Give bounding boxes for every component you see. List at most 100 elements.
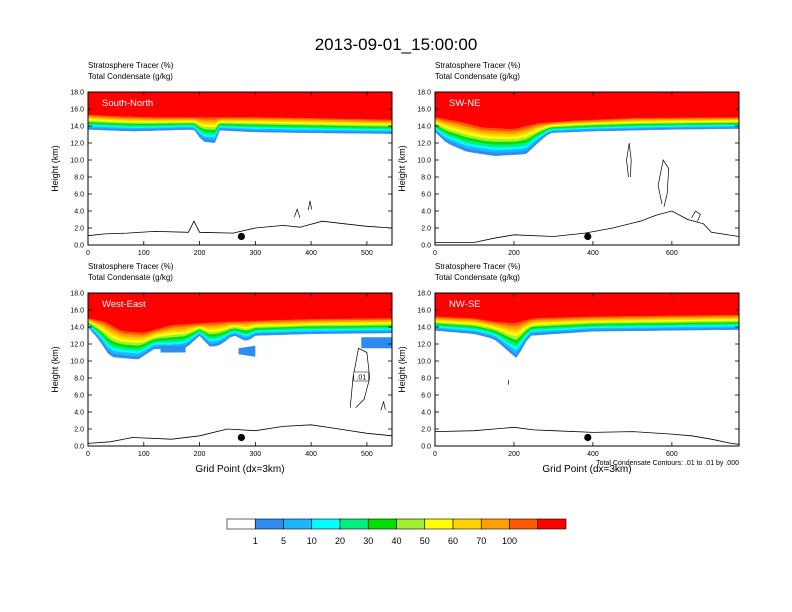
colorbar-segment	[509, 518, 539, 530]
tracer-band-10	[435, 127, 739, 156]
colorbar-label: 50	[420, 536, 430, 546]
panel-sw-ne: 0.0 2.0 4.0 6.0 8.0 10.0 12.0 14.0 16.0 18.0 0 200 4…	[397, 61, 740, 257]
x-tick-label: 300	[249, 451, 261, 458]
condensate-contour-2	[691, 210, 701, 222]
y-tick-label: 16.0	[417, 107, 431, 114]
colorbar-segment	[283, 518, 313, 530]
tracer-patch-1	[238, 345, 256, 357]
plot-frame	[434, 292, 740, 447]
colorbar: 1 5 10 20 30 40 50 60 70 100	[226, 518, 567, 546]
y-tick-label: 4.0	[74, 410, 84, 417]
contour-label-box	[353, 371, 369, 382]
y-tick-label: 10.0	[417, 359, 431, 366]
panels: 0.0 2.0 4.0 6.0 8.0 10.0 12.0 14.0 16.0 18.0 0 100 2…	[50, 61, 740, 475]
colorbar-label: 5	[281, 536, 286, 546]
plot-frame	[87, 91, 393, 246]
y-tick-label: 10.0	[70, 158, 84, 165]
panel-title-line2: Total Condensate (g/kg)	[88, 72, 173, 81]
colorbar-segment	[254, 518, 284, 530]
panel-title-line1: Stratosphere Tracer (%)	[435, 262, 521, 271]
y-tick-label: 12.0	[70, 141, 84, 148]
x-tick-label: 100	[138, 451, 150, 458]
y-tick-label: 10.0	[70, 359, 84, 366]
y-tick-label: 14.0	[70, 325, 84, 332]
x-tick-label: 500	[361, 250, 373, 257]
y-tick-label: 4.0	[74, 209, 84, 216]
panel-title-line1: Stratosphere Tracer (%)	[88, 61, 174, 70]
condensate-contour-1	[657, 159, 670, 207]
x-tick-label: 0	[86, 451, 90, 458]
y-tick-label: 2.0	[421, 226, 431, 233]
plot-area: .01	[88, 293, 392, 446]
panel-title-line2: Total Condensate (g/kg)	[435, 72, 520, 81]
colorbar-label: 30	[363, 536, 373, 546]
colorbar-segment	[537, 518, 567, 530]
location-marker	[584, 232, 592, 241]
location-marker	[584, 433, 592, 442]
y-tick-label: 12.0	[70, 342, 84, 349]
x-tick-label: 400	[587, 451, 599, 458]
y-tick-label: 16.0	[70, 308, 84, 315]
tracer-patch-0	[160, 345, 186, 353]
y-tick-label: 16.0	[70, 107, 84, 114]
panel-title-line2: Total Condensate (g/kg)	[435, 273, 520, 282]
location-marker	[237, 433, 245, 442]
condensate-contour-0	[626, 142, 632, 178]
tracer-band-10	[88, 127, 392, 144]
y-tick-label: 8.0	[421, 376, 431, 383]
y-tick-label: 0.0	[74, 243, 84, 250]
condensate-contour-0	[349, 347, 371, 409]
plot-area	[435, 92, 739, 245]
x-tick-label: 400	[587, 250, 599, 257]
plot-frame	[87, 292, 393, 447]
y-tick-label: 2.0	[74, 427, 84, 434]
plot-area	[435, 293, 739, 446]
plot-frame	[434, 91, 740, 246]
panel-south-north: 0.0 2.0 4.0 6.0 8.0 10.0 12.0 14.0 16.0 18.0 0 100 2…	[50, 61, 393, 257]
colorbar-segment	[367, 518, 397, 530]
y-axis-label: Height (km)	[50, 145, 60, 192]
panel-west-east: .01 0.0 2.0 4.0 6.0 8.0 10.0 12.0 14.0 16.0 18.0 0 1…	[50, 262, 393, 475]
tracer-band-10	[88, 325, 392, 360]
colorbar-label: 100	[502, 536, 517, 546]
y-tick-label: 10.0	[417, 158, 431, 165]
condensate-contour-1	[380, 400, 386, 411]
y-tick-label: 14.0	[417, 124, 431, 131]
x-tick-label: 100	[138, 250, 150, 257]
x-tick-label: 200	[508, 250, 520, 257]
colorbar-segment	[480, 518, 510, 530]
x-tick-label: 400	[305, 250, 317, 257]
y-tick-label: 2.0	[74, 226, 84, 233]
colorbar-segment	[424, 518, 454, 530]
terrain-line	[435, 426, 739, 445]
x-tick-label: 300	[249, 250, 261, 257]
y-tick-label: 12.0	[417, 141, 431, 148]
y-axis-label: Height (km)	[50, 346, 60, 393]
colorbar-label: 60	[448, 536, 458, 546]
x-tick-label: 0	[433, 250, 437, 257]
x-tick-label: 0	[86, 250, 90, 257]
colorbar-label: 70	[476, 536, 486, 546]
colorbar-segment	[339, 518, 369, 530]
x-tick-label: 200	[194, 451, 206, 458]
x-tick-label: 400	[305, 451, 317, 458]
colorbar-segment	[452, 518, 482, 530]
y-tick-label: 14.0	[70, 124, 84, 131]
panel-label: West-East	[102, 299, 146, 310]
y-tick-label: 8.0	[74, 175, 84, 182]
y-tick-label: 8.0	[421, 175, 431, 182]
y-tick-label: 16.0	[417, 308, 431, 315]
panel-label: SW-NE	[449, 98, 481, 109]
terrain-line	[88, 424, 392, 444]
colorbar-label: 1	[253, 536, 258, 546]
colorbar-segment	[311, 518, 341, 530]
condensate-contour-1	[307, 200, 313, 211]
panel-label: NW-SE	[449, 299, 481, 310]
figure-title: 2013-09-01_15:00:00	[315, 35, 478, 54]
y-tick-label: 18.0	[70, 291, 84, 298]
panel-title-line2: Total Condensate (g/kg)	[88, 273, 173, 282]
tracer-band-10	[435, 327, 739, 358]
y-tick-label: 6.0	[421, 393, 431, 400]
x-tick-label: 200	[194, 250, 206, 257]
